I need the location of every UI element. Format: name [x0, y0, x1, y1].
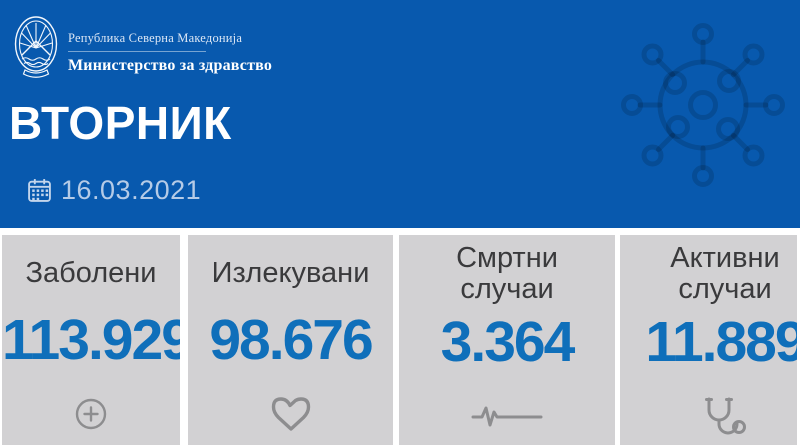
- stat-card-deaths: Смртни случаи 3.364: [399, 235, 615, 445]
- coronavirus-icon: [621, 23, 785, 187]
- stat-label: Активни случаи: [670, 242, 780, 305]
- coat-of-arms-logo: [14, 16, 58, 78]
- brand-divider: [68, 51, 206, 52]
- stat-label: Смртни случаи: [456, 242, 558, 305]
- stat-card-recovered: Излекувани 98.676: [188, 235, 393, 445]
- header: Република Северна Македонија Министерств…: [0, 0, 800, 228]
- pulse-icon: [399, 393, 615, 439]
- heart-icon: [188, 391, 393, 437]
- ministry-name: Министерство за здравство: [68, 57, 273, 74]
- stat-card-active: Активни случаи 11.889: [620, 235, 800, 445]
- stat-label: Заболени: [25, 256, 157, 289]
- right-edge-gap: [797, 228, 800, 445]
- republic-name: Република Северна Македонија: [68, 31, 243, 45]
- stethoscope-icon: [620, 393, 800, 439]
- stat-value: 113.929: [2, 308, 180, 372]
- stat-value: 3.364: [440, 310, 576, 374]
- day-title: ВТОРНИК: [9, 97, 232, 149]
- date-text: 16.03.2021: [61, 175, 202, 205]
- stat-value: 98.676: [209, 308, 373, 372]
- ministry-brand: Република Северна Македонија Министерств…: [13, 15, 272, 78]
- stat-label: Излекувани: [211, 256, 370, 289]
- stat-value: 11.889: [645, 310, 800, 374]
- stat-card-infected: Заболени 113.929: [2, 235, 180, 445]
- date-row: 16.03.2021: [27, 175, 201, 206]
- plus-circle-icon: [2, 391, 180, 437]
- calendar-icon: [28, 179, 51, 202]
